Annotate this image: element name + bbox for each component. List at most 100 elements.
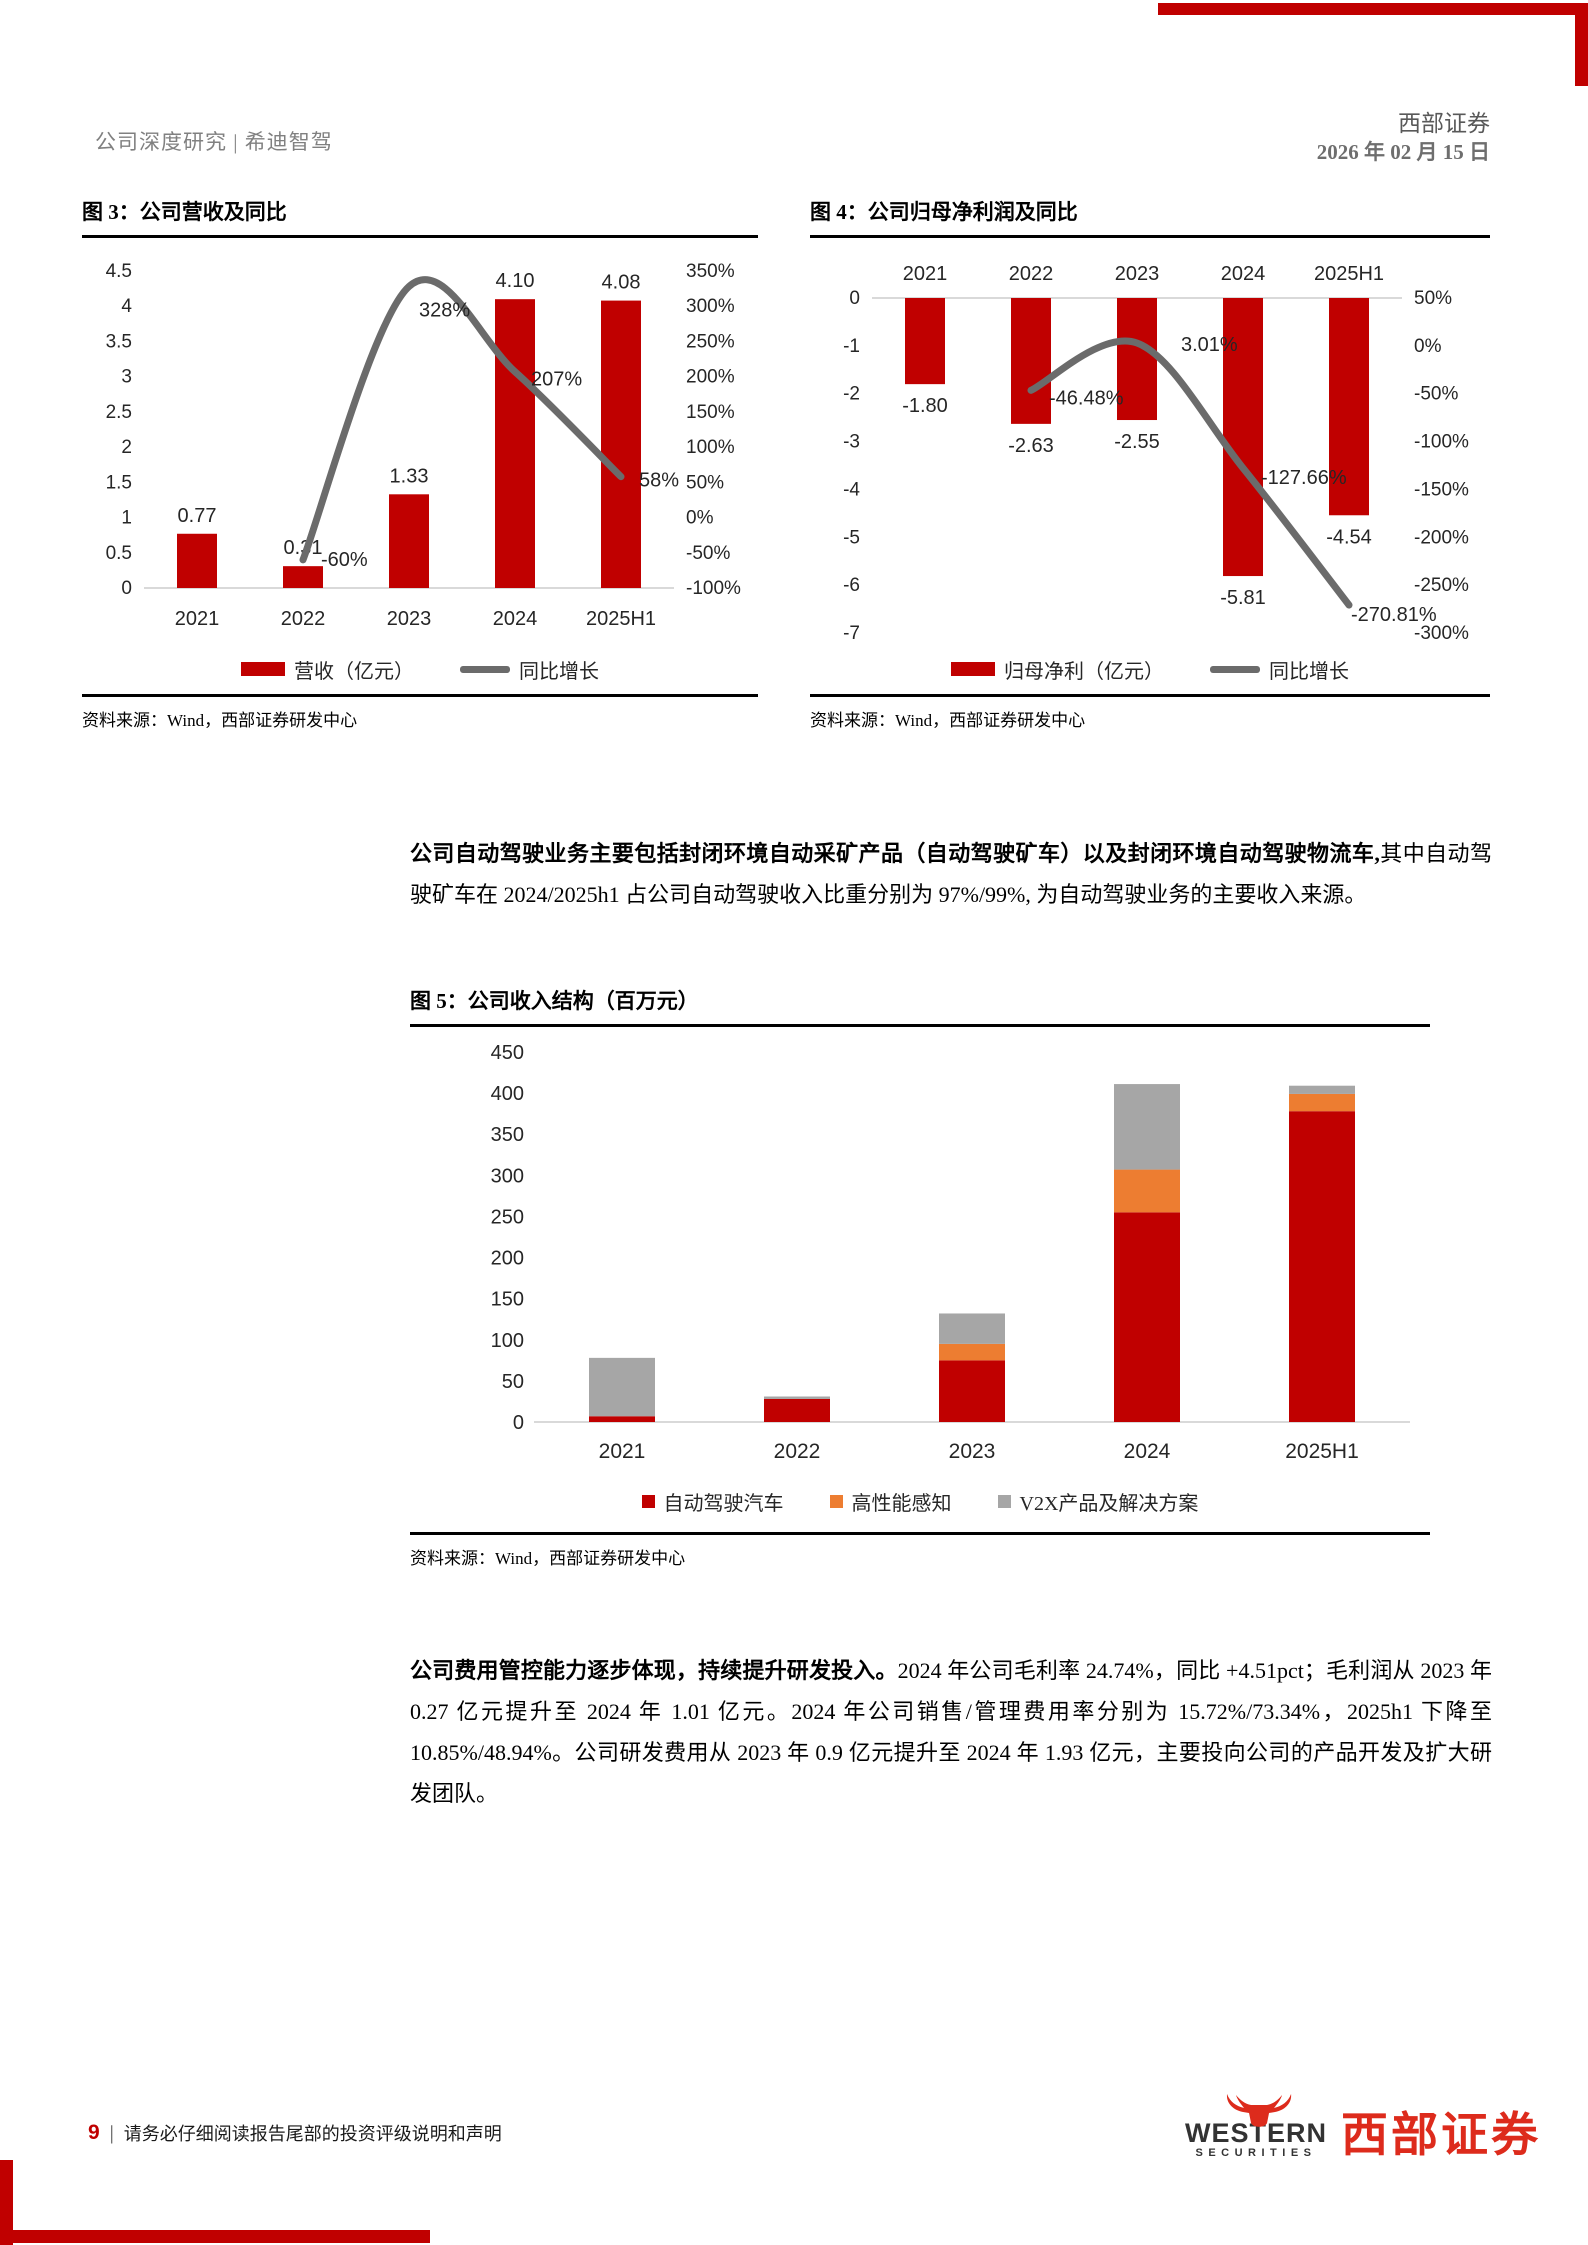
svg-text:4: 4: [121, 296, 132, 317]
paragraph-2-bold-lead: 公司费用管控能力逐步体现，持续提升研发投入。: [410, 1658, 898, 1683]
svg-text:0.31: 0.31: [284, 537, 323, 559]
svg-text:-60%: -60%: [321, 549, 368, 571]
svg-text:50: 50: [502, 1371, 524, 1393]
figure5-title-rule: [410, 1024, 1430, 1027]
x-axis-labels: 2021 2022 2023 2024 2025H1: [903, 263, 1384, 285]
figure3-title-rule: [82, 235, 758, 238]
legend-item: 同比增长: [1210, 655, 1349, 684]
x-axis-labels: 2021 2022 2023 2024 2025H1: [599, 1440, 1359, 1463]
svg-text:-4.54: -4.54: [1326, 526, 1372, 548]
svg-text:4.08: 4.08: [602, 272, 641, 294]
yoy-growth-line: -46.48% 3.01% -127.66% -270.81%: [1027, 334, 1437, 626]
svg-text:250: 250: [491, 1206, 524, 1228]
svg-text:2024: 2024: [493, 608, 538, 630]
svg-text:-6: -6: [843, 575, 860, 596]
legend-item: 归母净利（亿元）: [951, 655, 1164, 684]
svg-text:150%: 150%: [686, 402, 735, 423]
figure5-legend: 自动驾驶汽车 高性能感知 V2X产品及解决方案: [410, 1486, 1430, 1516]
svg-text:400: 400: [491, 1083, 524, 1105]
footer-separator: |: [109, 2121, 114, 2144]
legend-label: 高性能感知: [851, 1492, 952, 1515]
legend-label: 同比增长: [519, 660, 599, 683]
figure4-chart: 0-1-2-3-4-5-6-750%0%-50%-100%-150%-200%-…: [843, 263, 1469, 644]
paragraph-1-body: 其中自动驾驶矿车在 2024/2025h1 占公司自动驾驶收入比重分别为 97%…: [410, 841, 1492, 907]
svg-text:2023: 2023: [949, 1440, 996, 1463]
svg-text:-5: -5: [843, 527, 860, 548]
svg-text:2021: 2021: [903, 263, 948, 285]
axes: 4.5 4 3.5 3 2.5 2 1.5 1 0.5 0 350% 300% 250% 200% 150%…: [106, 261, 741, 599]
svg-text:2021: 2021: [175, 608, 220, 630]
svg-text:350%: 350%: [686, 261, 735, 282]
svg-text:-250%: -250%: [1414, 575, 1469, 596]
figure4-legend: 归母净利（亿元） 同比增长: [810, 654, 1490, 684]
svg-text:200%: 200%: [686, 367, 735, 388]
figure4-bottom-rule: [810, 694, 1490, 697]
svg-text:-100%: -100%: [1414, 432, 1469, 453]
axes: 450 400 350 300 250 200 150 100 50 0: [491, 1042, 1410, 1434]
bottom-decor-vertical-bar: [0, 2160, 13, 2245]
svg-text:2022: 2022: [281, 608, 326, 630]
legend-item: 高性能感知: [829, 1487, 952, 1516]
western-securities-logo: WESTERN SECURITIES 西部证券: [1185, 2093, 1541, 2165]
net-profit-bars: -1.80 -2.63 -2.55 -5.81 -4.54: [902, 298, 1372, 609]
legend-item: 自动驾驶汽车: [641, 1487, 784, 1516]
legend-item: V2X产品及解决方案: [997, 1487, 1199, 1516]
svg-text:3.01%: 3.01%: [1181, 334, 1238, 356]
svg-text:2025H1: 2025H1: [586, 608, 656, 630]
report-date: 2026 年 02 月 15 日: [1316, 140, 1490, 164]
page-number: 9: [88, 2121, 100, 2144]
svg-text:-2.55: -2.55: [1114, 431, 1160, 453]
svg-text:250%: 250%: [686, 331, 735, 352]
svg-text:2024: 2024: [1124, 1440, 1171, 1463]
x-axis-labels: 2021 2022 2023 2024 2025H1: [175, 608, 656, 630]
figure4-title-rule: [810, 235, 1490, 238]
paragraph-expense-control: 公司费用管控能力逐步体现，持续提升研发投入。2024 年公司毛利率 24.74%…: [410, 1650, 1492, 1814]
figure3-title: 图 3：公司营收及同比: [82, 200, 287, 224]
svg-text:1.33: 1.33: [390, 465, 429, 487]
figure5-source: 资料来源：Wind，西部证券研发中心: [410, 1549, 686, 1568]
svg-text:100: 100: [491, 1330, 524, 1352]
svg-text:200: 200: [491, 1248, 524, 1270]
footer-disclaimer-text: 请务必仔细阅读报告尾部的投资评级说明和声明: [123, 2124, 502, 2144]
svg-text:0%: 0%: [686, 508, 714, 529]
svg-text:0%: 0%: [1414, 336, 1442, 357]
legend-label: 营收（亿元）: [294, 660, 414, 683]
svg-text:-4: -4: [843, 479, 860, 500]
legend-label: V2X产品及解决方案: [1019, 1492, 1199, 1515]
svg-text:2.5: 2.5: [106, 402, 132, 423]
figure4-title: 图 4：公司归母净利润及同比: [810, 200, 1078, 224]
svg-text:0: 0: [849, 288, 860, 309]
figure5-bottom-rule: [410, 1532, 1430, 1535]
legend-item: 同比增长: [460, 655, 599, 684]
svg-text:328%: 328%: [419, 299, 470, 321]
svg-text:-1: -1: [843, 336, 860, 357]
svg-text:0: 0: [513, 1412, 524, 1434]
logo-english-block: WESTERN SECURITIES: [1185, 2093, 1327, 2159]
legend-swatch: [241, 662, 285, 676]
svg-text:450: 450: [491, 1042, 524, 1064]
svg-text:1.5: 1.5: [106, 472, 132, 493]
svg-text:-46.48%: -46.48%: [1049, 387, 1124, 409]
svg-text:0: 0: [121, 578, 132, 599]
bottom-decor-horizontal-bar: [0, 2230, 430, 2243]
svg-text:300: 300: [491, 1165, 524, 1187]
svg-text:50%: 50%: [1414, 288, 1452, 309]
figure3-legend: 营收（亿元） 同比增长: [82, 654, 758, 684]
svg-text:-127.66%: -127.66%: [1261, 467, 1347, 489]
svg-text:2025H1: 2025H1: [1314, 263, 1384, 285]
svg-text:-150%: -150%: [1414, 479, 1469, 500]
legend-swatch: [997, 1494, 1011, 1508]
svg-text:4.5: 4.5: [106, 261, 132, 282]
svg-text:-50%: -50%: [686, 543, 730, 564]
svg-text:2023: 2023: [1115, 263, 1160, 285]
figure3-block: 图 3：公司营收及同比 4.5 4 3.5 3 2.5 2 1.5 1 0.5 0 350% 300%…: [82, 196, 758, 731]
paragraph-autonomous-business: 公司自动驾驶业务主要包括封闭环境自动采矿产品（自动驾驶矿车）以及封闭环境自动驾驶…: [410, 833, 1492, 915]
revenue-bars: 0.77 0.31 1.33 4.10 4.08: [177, 270, 641, 588]
bull-icon: [1226, 2093, 1292, 2127]
legend-label: 归母净利（亿元）: [1004, 660, 1164, 683]
top-decor-vertical-bar: [1575, 3, 1588, 86]
legend-swatch: [641, 1494, 655, 1508]
svg-text:-300%: -300%: [1414, 623, 1469, 644]
logo-chinese-text: 西部证券: [1341, 2110, 1541, 2162]
